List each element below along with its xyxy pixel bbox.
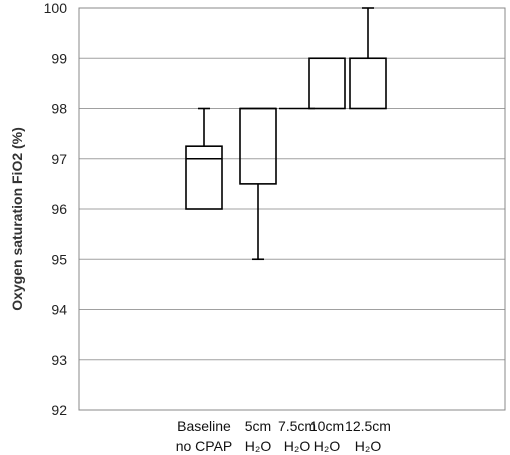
x-category-label-line1: Baseline bbox=[177, 418, 231, 434]
y-tick-label: 97 bbox=[51, 151, 67, 167]
y-tick-label: 100 bbox=[44, 0, 68, 16]
box-4 bbox=[308, 57, 346, 110]
y-tick-labels: 92 93 94 95 96 97 98 99 100 bbox=[44, 0, 68, 418]
x-category-label-line2: H₂O bbox=[245, 438, 272, 454]
y-axis-title: Oxygen saturation FiO2 (%) bbox=[9, 127, 25, 311]
x-category-label-line1: 12.5cm bbox=[345, 418, 391, 434]
gridlines bbox=[79, 57, 505, 361]
x-category-label-line1: 5cm bbox=[245, 418, 271, 434]
y-tick-label: 93 bbox=[51, 352, 67, 368]
x-category-label-line2: no CPAP bbox=[176, 438, 233, 454]
y-tick-label: 96 bbox=[51, 201, 67, 217]
x-category-label-line2: H₂O bbox=[355, 438, 382, 454]
box-iqr bbox=[185, 145, 223, 210]
box-iqr bbox=[239, 107, 277, 185]
box-5 bbox=[349, 7, 387, 110]
x-category-label-line1: 10cm bbox=[310, 418, 344, 434]
x-category-label-line2: H₂O bbox=[314, 438, 341, 454]
x-category-label-line1: 7.5cm bbox=[278, 418, 316, 434]
y-tick-label: 95 bbox=[51, 251, 67, 267]
boxes bbox=[185, 7, 387, 261]
y-tick-label: 94 bbox=[51, 302, 67, 318]
y-tick-label: 98 bbox=[51, 101, 67, 117]
box-2 bbox=[239, 107, 277, 261]
box-iqr bbox=[349, 57, 387, 110]
box-iqr bbox=[308, 57, 346, 110]
x-category-label-line2: H₂O bbox=[284, 438, 311, 454]
plot-area-frame bbox=[78, 7, 506, 411]
y-tick-label: 92 bbox=[51, 402, 67, 418]
box-1 bbox=[185, 107, 223, 210]
y-tick-label: 99 bbox=[51, 50, 67, 66]
